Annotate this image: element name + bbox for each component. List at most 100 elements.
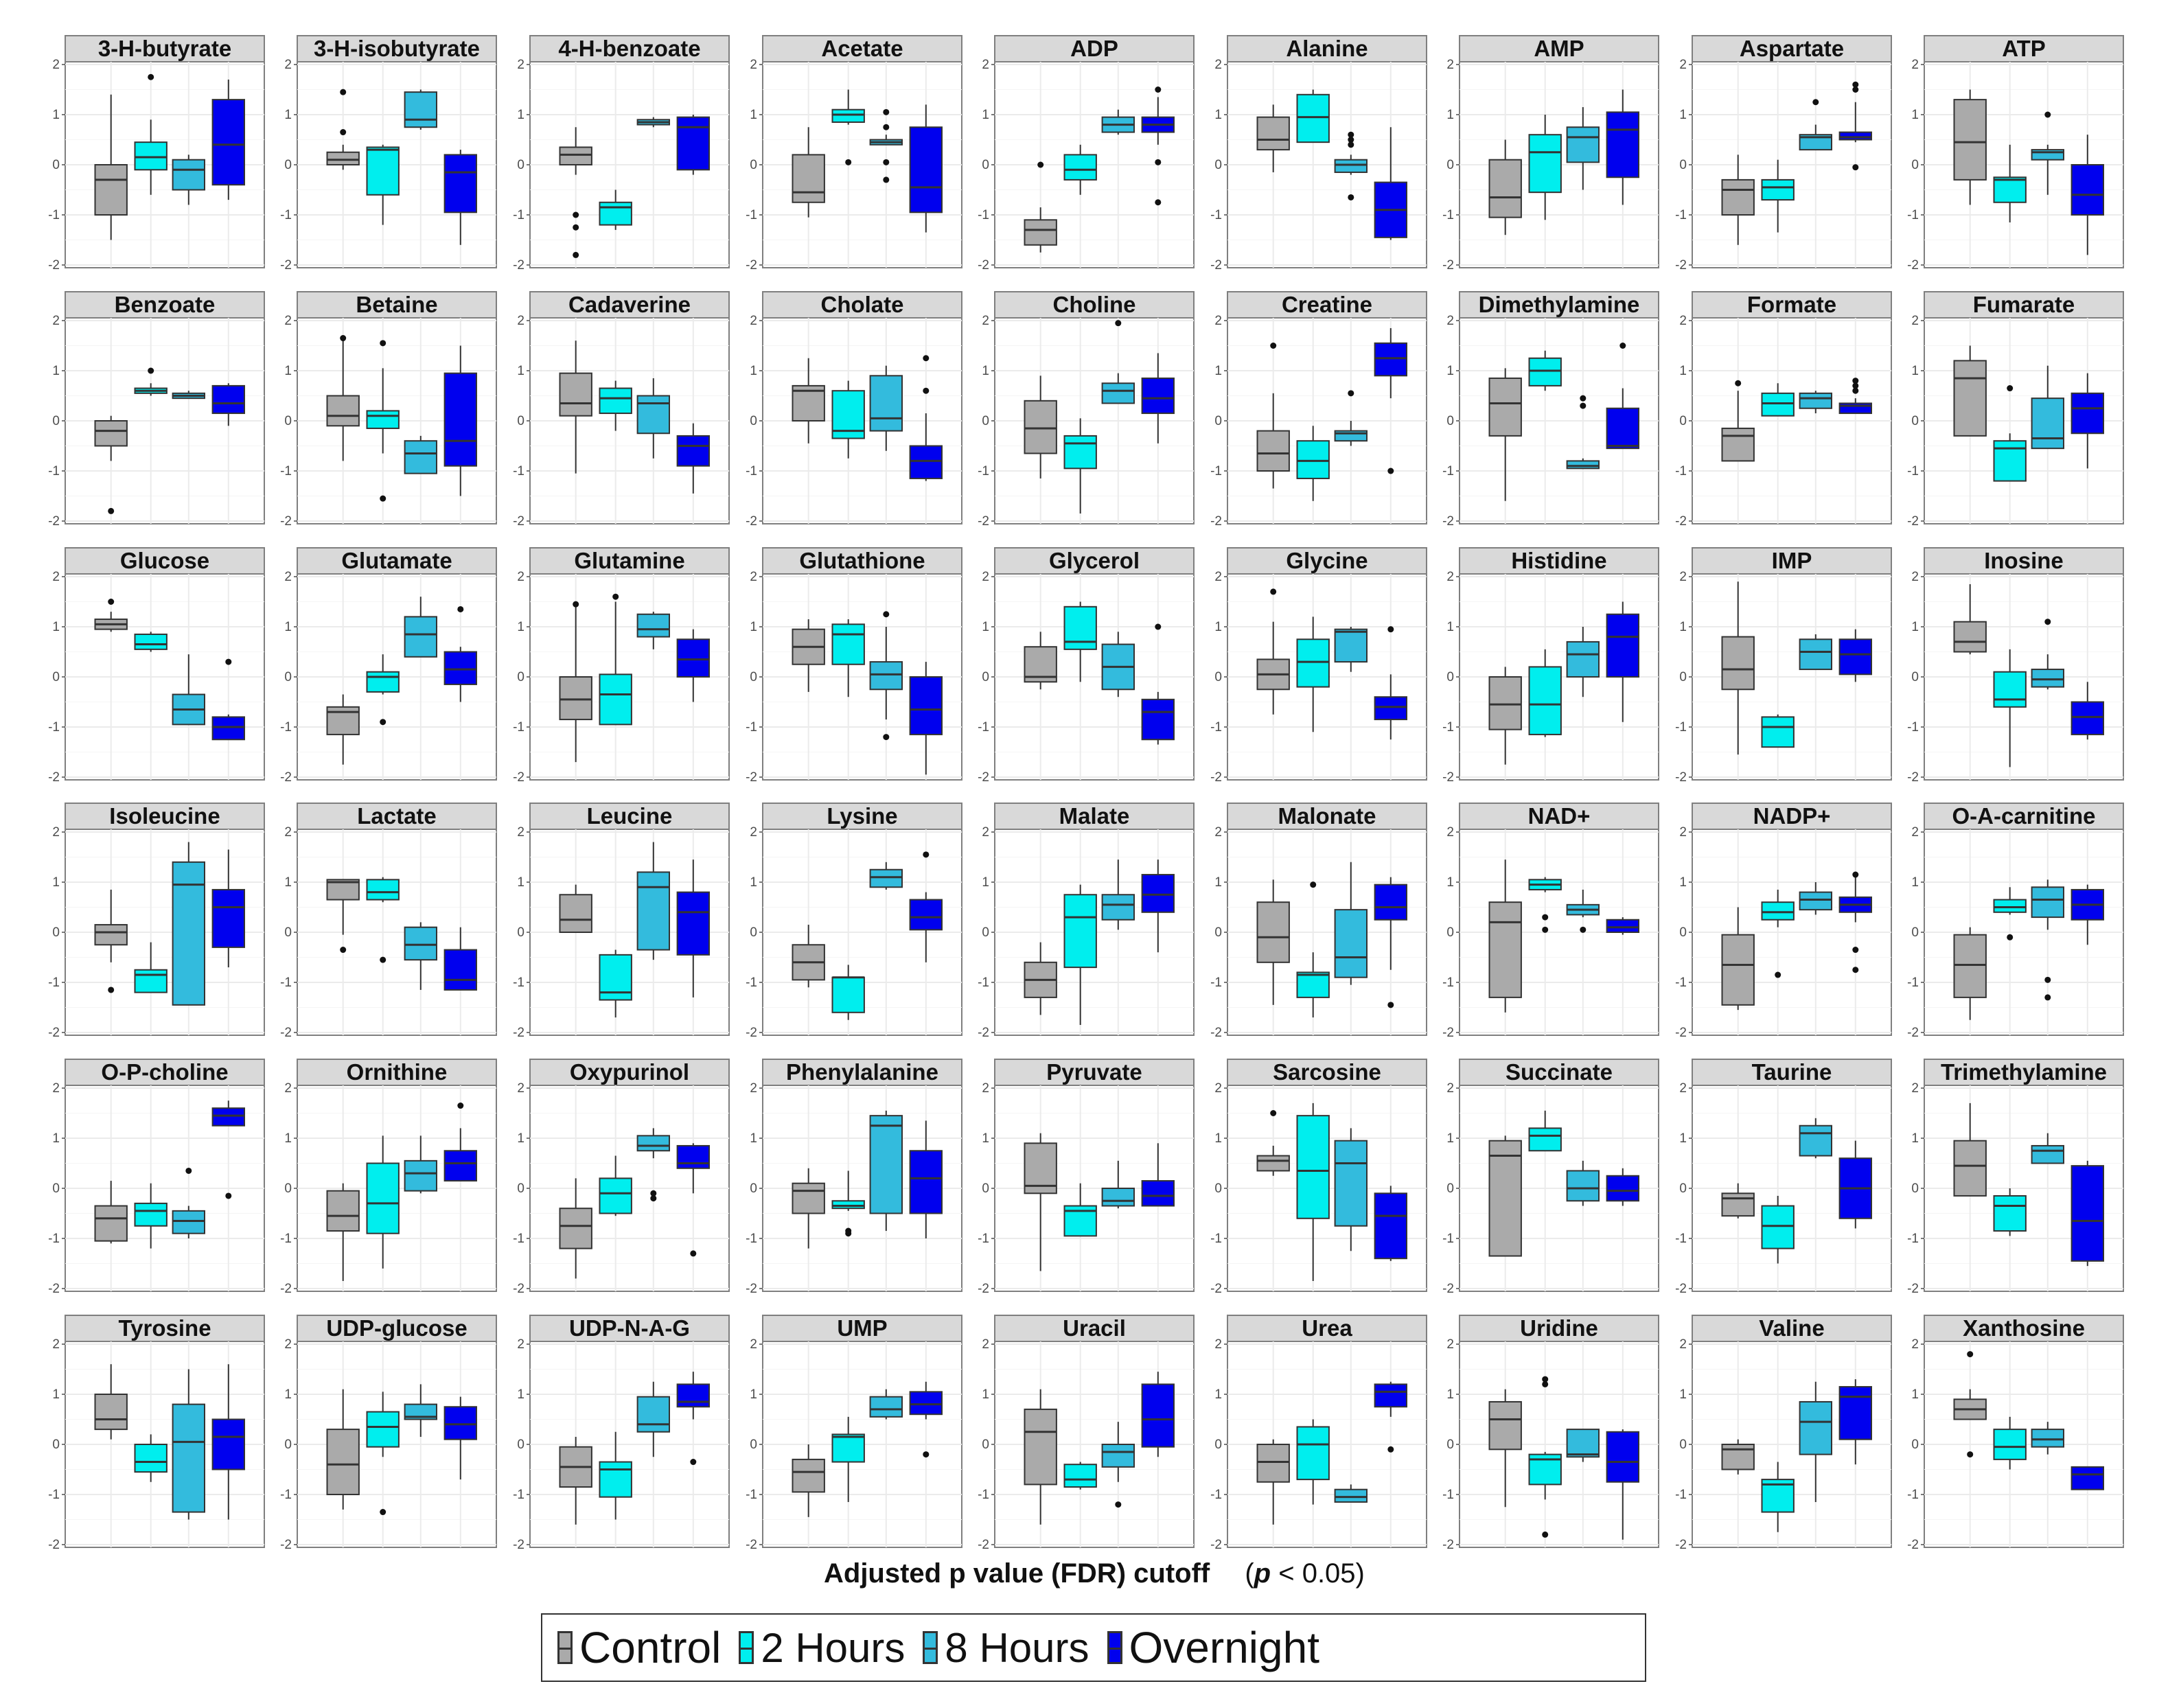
box-8-hours	[636, 1135, 670, 1152]
box-control	[326, 1429, 360, 1496]
box-overnight	[2071, 701, 2105, 735]
panel-xanthosine: Xanthosine -2 -1 0 1 2	[1907, 1315, 2124, 1552]
y-tick-label: -1	[978, 208, 989, 222]
y-tick-label: 2	[982, 1337, 989, 1352]
y-tick-label: 1	[982, 1131, 989, 1146]
box-8-hours	[1334, 1488, 1368, 1503]
box-overnight	[2071, 1165, 2105, 1262]
box-8-hours	[869, 868, 903, 888]
y-tick-label: 2	[1911, 570, 1919, 584]
box-overnight	[1606, 407, 1640, 450]
y-tick-label: -2	[513, 1538, 524, 1552]
y-tick-label: 1	[1446, 1131, 1454, 1146]
y-tick-label: -2	[48, 514, 60, 529]
y-tick-label: -2	[48, 258, 60, 273]
box-8-hours	[1566, 126, 1600, 163]
box-2-hours	[1296, 1115, 1330, 1219]
box-control	[1256, 1444, 1290, 1483]
box-8-hours	[1101, 1444, 1135, 1468]
panel-title: Choline	[1053, 292, 1136, 317]
y-tick-label: -1	[746, 976, 757, 990]
outlier-point	[340, 89, 347, 95]
y-tick-label: 2	[750, 570, 757, 584]
y-tick-label: 2	[284, 314, 292, 328]
box-8-hours	[1799, 1400, 1833, 1455]
y-tick-label: -2	[1210, 1538, 1222, 1552]
y-tick-label: 0	[1214, 414, 1222, 428]
panel-title: Sarcosine	[1273, 1059, 1381, 1085]
y-tick-label: 2	[982, 58, 989, 72]
outlier-point	[883, 176, 890, 183]
outlier-point	[380, 1509, 387, 1516]
y-tick-label: -1	[1907, 1488, 1919, 1502]
box-2-hours	[366, 1162, 400, 1234]
box-8-hours	[2031, 397, 2065, 450]
y-tick-label: 2	[1446, 570, 1454, 584]
outlier-point	[923, 387, 930, 394]
y-tick-label: 0	[1214, 670, 1222, 684]
box-2-hours	[366, 410, 400, 429]
panel-nadp-: NADP+ -2 -1 0 1 2	[1675, 803, 1892, 1040]
y-tick-label: -1	[48, 720, 60, 735]
panel-title: ADP	[1070, 36, 1118, 61]
box-control	[1721, 427, 1755, 462]
outlier-point	[1852, 871, 1859, 878]
outlier-point	[380, 340, 387, 347]
outlier-point	[573, 211, 579, 218]
box-2-hours	[1761, 901, 1795, 921]
outlier-point	[148, 367, 154, 374]
panel-title: Phenylalanine	[786, 1059, 938, 1085]
box-overnight	[1606, 919, 1640, 933]
panel-strip	[65, 547, 265, 575]
y-tick-label: 2	[284, 825, 292, 840]
outlier-point	[2044, 994, 2051, 1001]
panel-uridine: Uridine -2 -1 0 1 2	[1442, 1315, 1659, 1552]
y-tick-label: 2	[1679, 1081, 1687, 1096]
box-control	[1721, 636, 1755, 691]
y-tick-label: -2	[746, 1282, 757, 1296]
outlier-point	[845, 159, 852, 165]
panel-amp: AMP -2 -1 0 1 2	[1442, 35, 1659, 273]
y-tick-label: -1	[1675, 464, 1687, 478]
y-tick-label: 0	[1214, 925, 1222, 940]
panel-title: Glutathione	[799, 548, 925, 573]
y-tick-label: 0	[1446, 158, 1454, 172]
y-tick-label: 2	[1446, 1337, 1454, 1352]
y-tick-label: -1	[1442, 1232, 1454, 1246]
panel-title: Formate	[1747, 292, 1836, 317]
box-8-hours	[869, 661, 903, 691]
outlier-point	[2044, 111, 2051, 118]
y-tick-label: -2	[1675, 258, 1687, 273]
y-tick-label: 2	[1911, 825, 1919, 840]
panel-dimethylamine: Dimethylamine -2 -1 0 1 2	[1442, 291, 1659, 529]
y-tick-label: 0	[284, 1438, 292, 1452]
outlier-point	[340, 129, 347, 136]
box-overnight	[1141, 874, 1175, 913]
box-control	[1953, 1140, 1987, 1197]
outlier-point	[1037, 161, 1044, 168]
y-tick-label: 2	[982, 1081, 989, 1096]
box-control	[1488, 901, 1522, 998]
y-tick-label: 1	[982, 364, 989, 378]
legend-item-8-hours: 8 Hours	[923, 1624, 1089, 1672]
y-tick-label: 2	[284, 1081, 292, 1096]
y-tick-label: 2	[517, 314, 524, 328]
panel-strip	[1924, 1059, 2124, 1086]
panel-benzoate: Benzoate -2 -1 0 1 2	[48, 291, 265, 529]
y-tick-label: 0	[1679, 1438, 1687, 1452]
box-2-hours	[366, 671, 400, 693]
panel-strip	[65, 35, 265, 62]
panel-succinate: Succinate -2 -1 0 1 2	[1442, 1059, 1659, 1296]
panel-title: Isoleucine	[109, 803, 220, 829]
box-8-hours	[636, 1396, 670, 1433]
panel-title: Glycerol	[1049, 548, 1140, 573]
panel-trimethylamine: Trimethylamine -2 -1 0 1 2	[1907, 1059, 2124, 1296]
boxplot-facet-grid: 3-H-butyrate -2 -1 0 1 2 3-H-isobutyrate -2 -1 0 1…	[48, 35, 2124, 1552]
box-control	[792, 154, 825, 203]
y-tick-label: 2	[982, 825, 989, 840]
box-2-hours	[1296, 93, 1330, 143]
y-tick-label: 1	[284, 364, 292, 378]
box-overnight	[1374, 696, 1407, 721]
outlier-point	[2044, 619, 2051, 625]
y-tick-label: -2	[1907, 770, 1919, 785]
